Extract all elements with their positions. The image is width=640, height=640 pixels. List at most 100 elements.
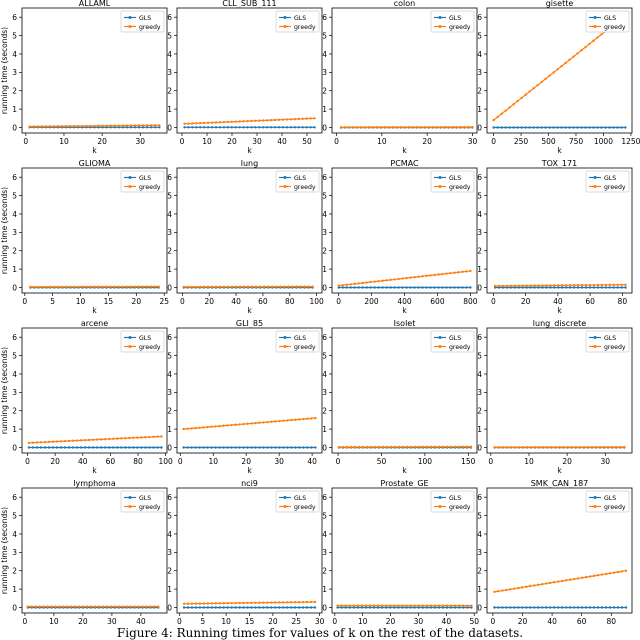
data-point — [154, 124, 156, 126]
data-point — [620, 126, 622, 128]
data-point — [219, 602, 221, 604]
y-tick-label: 0 — [322, 123, 327, 132]
data-point — [246, 120, 248, 122]
subplot-title: PCMAC — [390, 159, 419, 168]
data-point — [385, 604, 387, 606]
subplot-title: ALLAML — [79, 0, 111, 8]
y-tick-label: 5 — [322, 511, 327, 520]
data-point — [524, 94, 526, 96]
legend-entry: greedy — [139, 184, 161, 191]
data-point — [502, 446, 504, 448]
data-point — [278, 119, 280, 121]
data-point — [546, 446, 548, 448]
data-point — [433, 286, 435, 288]
data-point — [562, 446, 564, 448]
data-point — [418, 446, 420, 448]
data-point — [369, 604, 371, 606]
data-point — [353, 604, 355, 606]
data-point — [409, 286, 411, 288]
data-point — [286, 118, 288, 120]
legend-swatch-marker — [439, 185, 442, 188]
data-point — [160, 435, 162, 437]
x-tick-label: 20 — [50, 457, 60, 466]
data-point — [588, 43, 590, 45]
data-point — [246, 423, 248, 425]
data-point — [393, 604, 395, 606]
y-tick-label: 3 — [12, 548, 17, 557]
data-point — [100, 446, 102, 448]
data-point — [53, 286, 55, 288]
y-tick-label: 2 — [322, 567, 327, 576]
data-point — [449, 272, 451, 274]
data-point — [102, 605, 104, 607]
data-point — [435, 126, 437, 128]
data-point — [207, 286, 209, 288]
data-point — [457, 271, 459, 273]
subplot-title: lymphoma — [73, 479, 116, 488]
data-point — [545, 582, 547, 584]
x-tick-label: 40 — [547, 617, 557, 626]
data-point — [266, 606, 268, 608]
data-point — [146, 124, 148, 126]
y-tick-label: 4 — [322, 370, 327, 379]
data-point — [153, 605, 155, 607]
data-point — [619, 446, 621, 448]
series-gls — [494, 286, 627, 288]
data-point — [565, 579, 567, 581]
y-tick-label: 1 — [167, 425, 172, 434]
data-point — [616, 284, 618, 286]
data-point — [230, 602, 232, 604]
data-point — [57, 286, 59, 288]
data-point — [290, 606, 292, 608]
x-tick-label: 40 — [231, 297, 241, 306]
data-point — [106, 605, 108, 607]
x-tick-label: 20 — [132, 297, 142, 306]
data-point — [45, 286, 47, 288]
y-tick-label: 4 — [477, 370, 482, 379]
data-point — [219, 126, 221, 128]
data-point — [588, 126, 590, 128]
legend-entry: GLS — [139, 15, 151, 22]
data-point — [234, 602, 236, 604]
series-greedy — [493, 446, 625, 449]
y-tick-label: 4 — [322, 210, 327, 219]
data-point — [557, 606, 559, 608]
data-point — [548, 126, 550, 128]
x-axis-label: k — [402, 306, 407, 315]
data-point — [463, 126, 465, 128]
data-point — [620, 286, 622, 288]
data-point — [148, 436, 150, 438]
y-tick-label: 2 — [167, 407, 172, 416]
y-tick-label: 2 — [167, 87, 172, 96]
data-point — [455, 126, 457, 128]
data-point — [270, 126, 272, 128]
data-point — [585, 284, 587, 286]
data-point — [597, 574, 599, 576]
data-point — [533, 606, 535, 608]
data-point — [279, 285, 281, 287]
x-tick-label: 10 — [221, 617, 231, 626]
data-point — [44, 441, 46, 443]
legend-swatch-marker — [439, 25, 442, 28]
data-point — [532, 87, 534, 89]
x-tick-label: 40 — [277, 137, 287, 146]
legend-swatch-marker — [129, 185, 132, 188]
data-point — [340, 126, 342, 128]
x-tick-label: 80 — [133, 457, 143, 466]
data-point — [235, 126, 237, 128]
data-point — [302, 446, 304, 448]
x-tick-label: 40 — [136, 617, 146, 626]
data-point — [557, 580, 559, 582]
data-point — [223, 126, 225, 128]
data-point — [469, 286, 471, 288]
x-axis-label: k — [92, 466, 97, 475]
x-axis-label: k — [247, 146, 252, 155]
legend-entry: greedy — [604, 24, 626, 31]
data-point — [138, 124, 140, 126]
data-point — [466, 604, 468, 606]
data-point — [278, 126, 280, 128]
data-point — [298, 118, 300, 120]
